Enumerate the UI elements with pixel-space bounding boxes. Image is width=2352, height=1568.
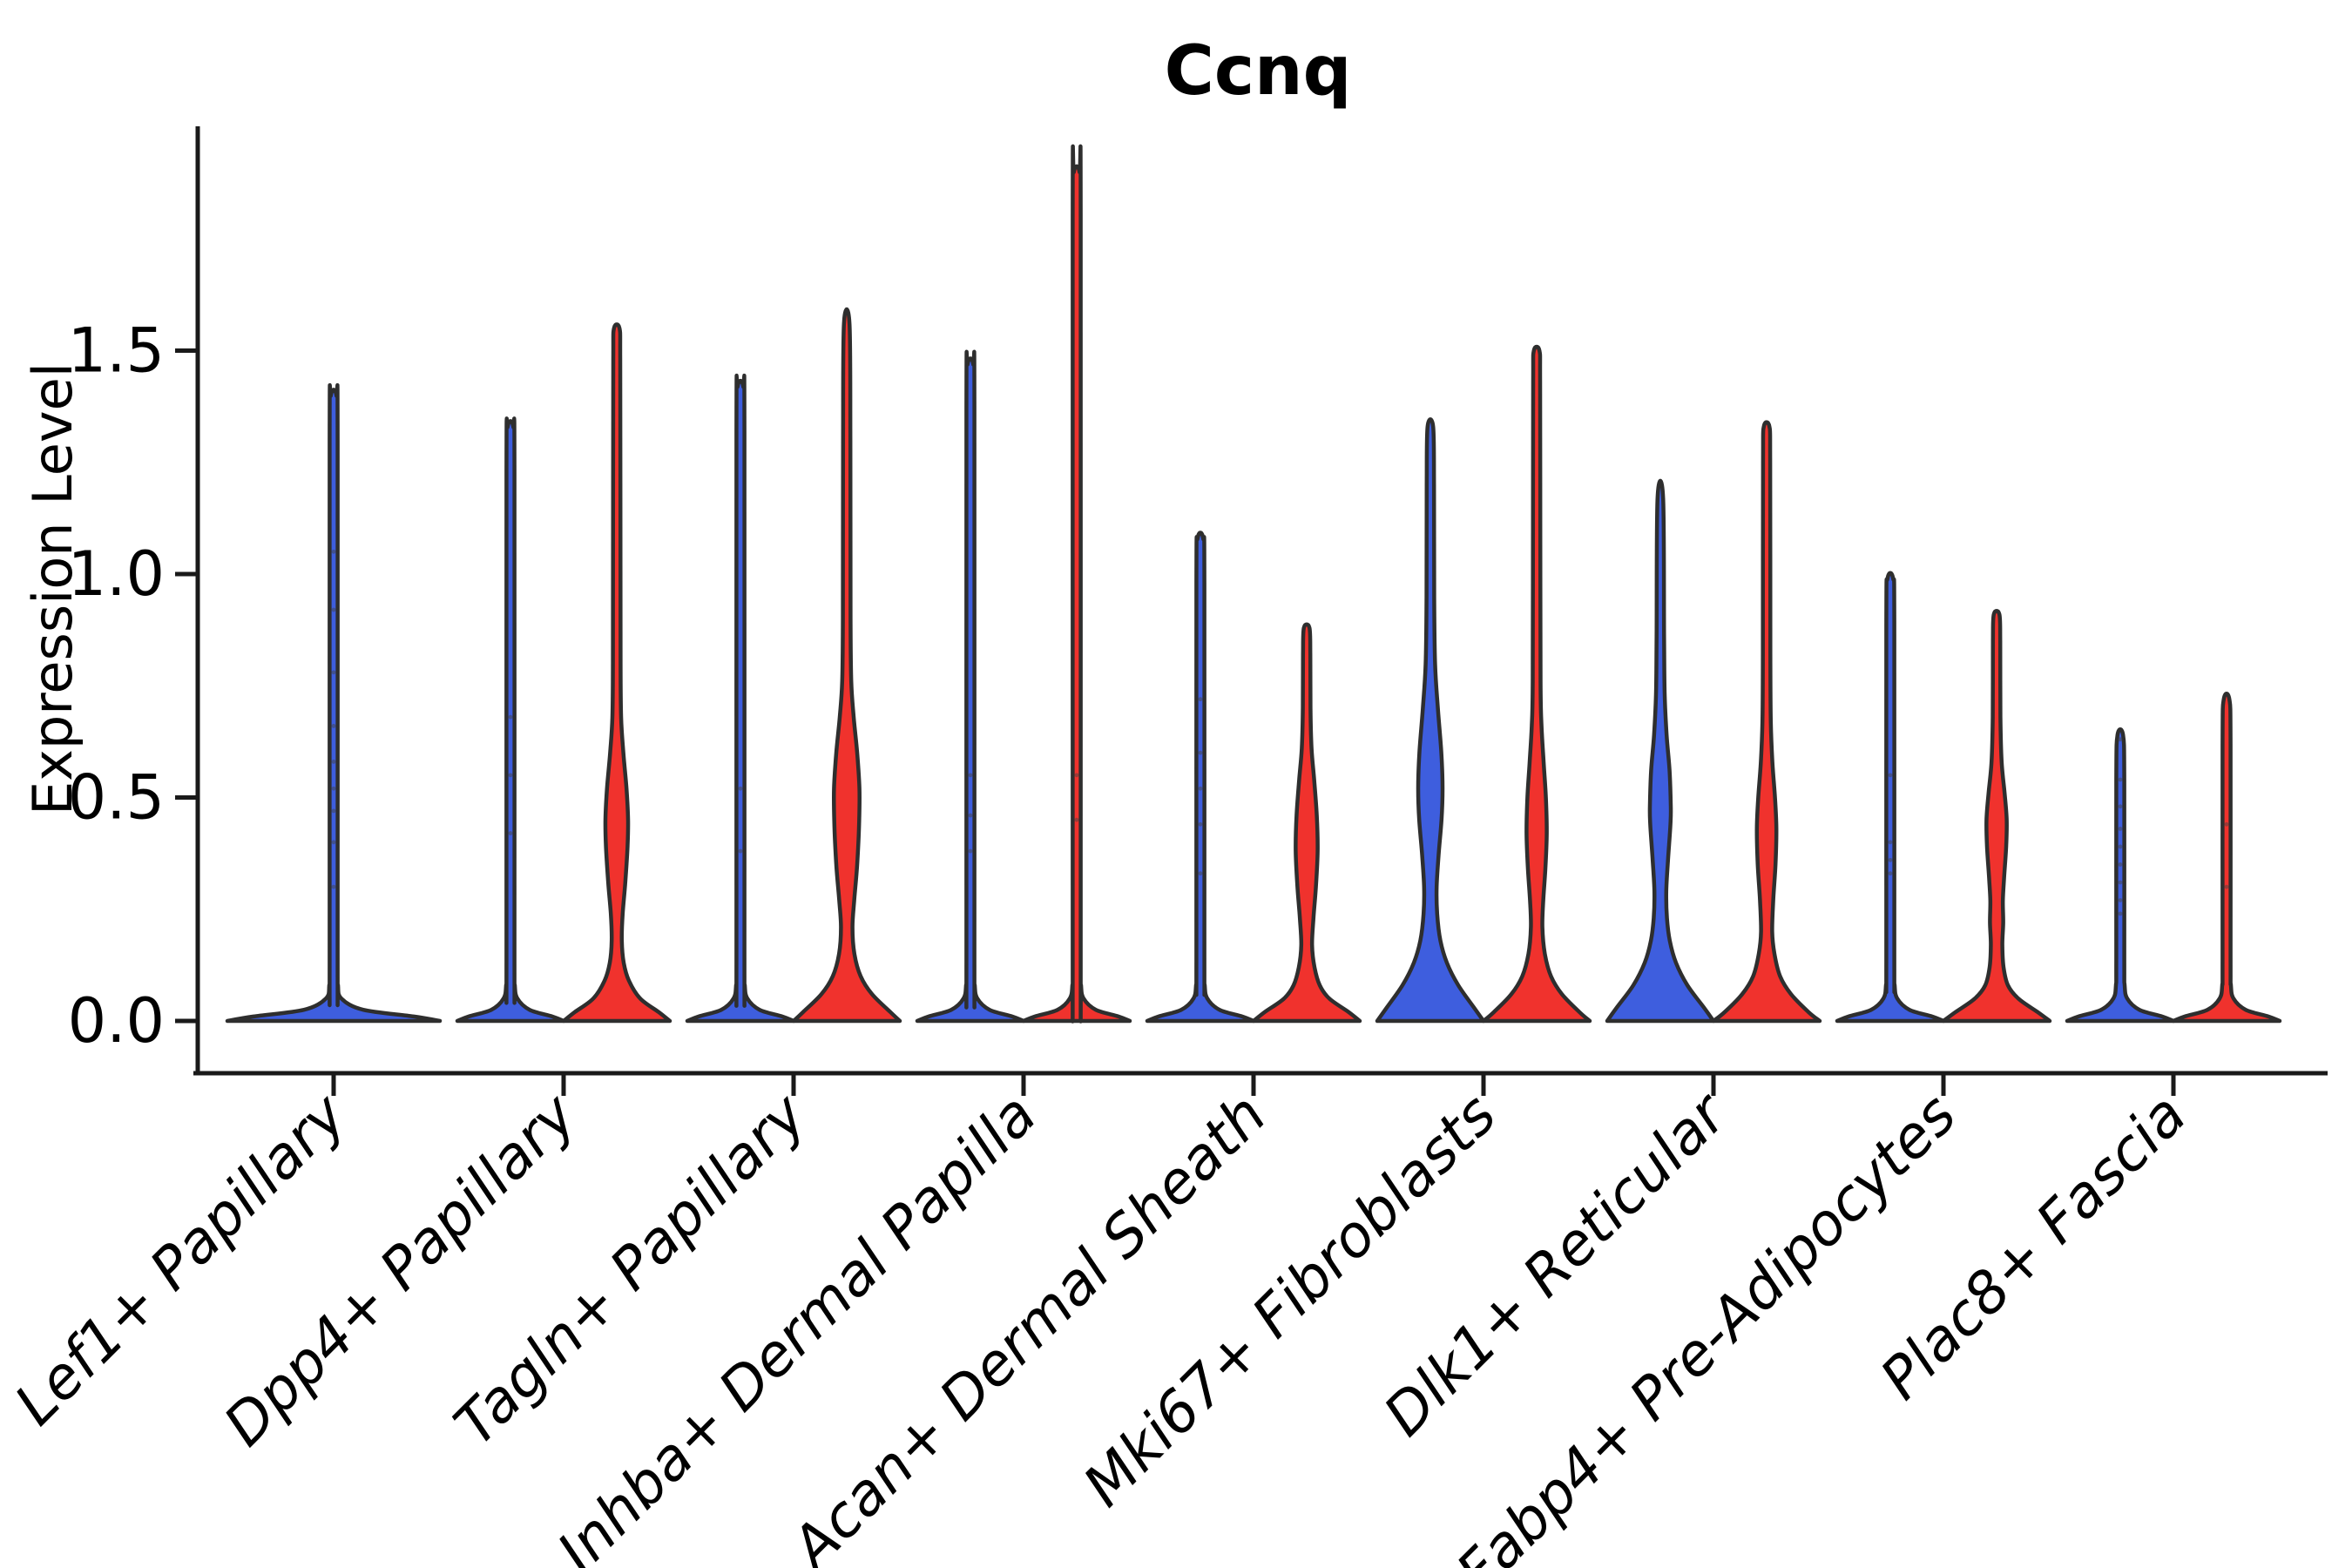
- jitter-dot: [2224, 821, 2229, 827]
- violin-tagln-left: [685, 374, 796, 1024]
- jitter-dot: [2118, 911, 2123, 916]
- jitter-dot: [1888, 857, 1893, 862]
- violin-acan-left: [1145, 531, 1256, 1024]
- jitter-dot: [331, 884, 336, 889]
- chart-title: Ccnq: [1165, 32, 1352, 111]
- violin-dlk1-left: [1605, 478, 1716, 1024]
- jitter-dot: [331, 549, 336, 554]
- jitter-dot: [2118, 898, 2123, 902]
- jitter-dot: [1074, 817, 1079, 822]
- jitter-dot: [508, 831, 513, 835]
- jitter-dot: [2118, 880, 2123, 885]
- violin-acan-right: [1251, 622, 1362, 1024]
- y-tick-label: 1.5: [68, 315, 165, 387]
- y-tick-label: 0.5: [68, 762, 165, 834]
- violin-plac8-left: [2065, 727, 2176, 1024]
- jitter-dot: [968, 848, 973, 854]
- y-axis-label: Expression Level: [21, 362, 84, 815]
- jitter-dot: [331, 670, 336, 675]
- jitter-dot: [2118, 737, 2123, 742]
- jitter-dot: [508, 714, 513, 720]
- jitter-dot: [738, 786, 743, 791]
- jitter-dot: [1198, 697, 1203, 702]
- jitter-dot: [1198, 750, 1203, 755]
- jitter-dot: [331, 760, 336, 764]
- x-tick-label-5: Mki67+ Fibroblasts: [1071, 1081, 1509, 1519]
- jitter-dot: [508, 773, 513, 778]
- y-tick-label: 1.0: [68, 538, 165, 610]
- jitter-dot: [2224, 884, 2229, 889]
- violin-inhba-right: [1021, 144, 1132, 1024]
- violin-dpp4-right: [561, 322, 672, 1024]
- violin-inhba-left: [915, 349, 1026, 1024]
- violin-dlk1-right: [1711, 420, 1822, 1024]
- jitter-dot: [331, 840, 336, 845]
- jitter-dot: [1888, 773, 1893, 778]
- jitter-dot: [2118, 804, 2123, 809]
- violins-layer: [225, 144, 2282, 1024]
- jitter-dot: [1198, 786, 1203, 791]
- jitter-dot: [331, 607, 336, 612]
- y-tick-label: 0.0: [68, 985, 165, 1057]
- jitter-dot: [331, 786, 336, 791]
- violin-tagln-right: [791, 307, 902, 1024]
- jitter-dot: [331, 724, 336, 728]
- jitter-dot: [1888, 840, 1893, 845]
- jitter-dot: [738, 848, 743, 854]
- jitter-dot: [968, 813, 973, 818]
- violin-fabp4-left: [1835, 571, 1946, 1024]
- jitter-dot: [2118, 827, 2123, 831]
- violin-lef1-center: [225, 383, 443, 1024]
- violin-dpp4-left: [455, 416, 566, 1024]
- violin-mki67-right: [1481, 344, 1592, 1024]
- jitter-dot: [2118, 862, 2123, 867]
- jitter-dot: [1198, 871, 1203, 876]
- violin-plac8-right: [2171, 691, 2282, 1024]
- jitter-dot: [2118, 844, 2123, 849]
- jitter-dot: [1074, 773, 1079, 778]
- jitter-dot: [1198, 821, 1203, 827]
- jitter-dot: [968, 773, 973, 778]
- jitter-dots-layer: [331, 549, 2229, 916]
- y-axis-ticks: 0.0 0.5 1.0 1.5: [68, 315, 198, 1057]
- violin-mki67-left: [1375, 417, 1486, 1024]
- violin-fabp4-right: [1941, 609, 2052, 1024]
- axes-layer: [193, 126, 2328, 1076]
- jitter-dot: [2118, 777, 2123, 782]
- jitter-dot: [331, 808, 336, 814]
- jitter-dot: [1888, 871, 1893, 876]
